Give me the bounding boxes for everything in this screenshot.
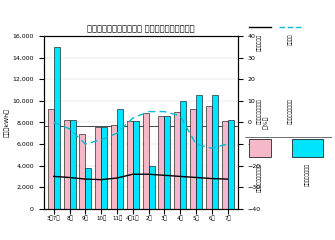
Text: 前年同月比（需要）: 前年同月比（需要） xyxy=(257,98,262,124)
Bar xyxy=(101,127,107,209)
Bar xyxy=(206,106,212,209)
Text: 電力需要実績（需要）: 電力需要実績（需要） xyxy=(257,163,262,192)
Bar xyxy=(117,109,123,209)
Y-axis label: （百万kWh）: （百万kWh） xyxy=(4,108,10,137)
Bar xyxy=(227,120,233,209)
Text: 発電実績（発電）: 発電実績（発電） xyxy=(305,163,310,186)
Bar xyxy=(64,120,70,209)
Bar xyxy=(143,113,149,209)
Bar xyxy=(111,125,117,209)
Bar xyxy=(79,134,85,209)
Bar xyxy=(158,116,164,209)
Bar xyxy=(48,109,54,209)
Bar xyxy=(127,121,133,209)
Text: 前年同月比（発電）: 前年同月比（発電） xyxy=(287,98,292,124)
Bar xyxy=(95,127,101,209)
Bar xyxy=(164,116,171,209)
FancyBboxPatch shape xyxy=(249,139,271,157)
Bar xyxy=(149,166,154,209)
Bar xyxy=(54,47,60,209)
Bar xyxy=(221,121,227,209)
Bar xyxy=(180,101,186,209)
Bar xyxy=(212,95,218,209)
Text: 電力需要実績: 電力需要実績 xyxy=(257,34,262,51)
Bar xyxy=(190,109,196,209)
FancyBboxPatch shape xyxy=(292,139,323,157)
Bar xyxy=(85,168,91,209)
Text: 発電実績: 発電実績 xyxy=(287,34,292,45)
Bar xyxy=(196,95,202,209)
Bar xyxy=(174,112,180,209)
Bar xyxy=(133,121,139,209)
Y-axis label: （%）: （%） xyxy=(263,116,269,129)
Title: 電力需要実績・発電実績 及び前年同月比の推移: 電力需要実績・発電実績 及び前年同月比の推移 xyxy=(87,25,195,34)
Bar xyxy=(70,120,76,209)
